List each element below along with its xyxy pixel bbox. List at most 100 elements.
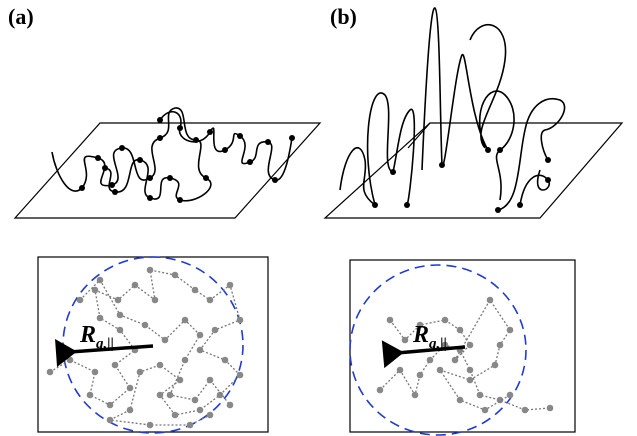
- bead: [157, 392, 164, 399]
- bead: [187, 422, 194, 429]
- anchor-dot: [545, 177, 551, 183]
- anchor-dot: [137, 157, 143, 163]
- bead: [192, 397, 199, 404]
- bead: [457, 327, 464, 334]
- bead: [227, 402, 234, 409]
- bead: [142, 322, 149, 329]
- anchor-dot: [222, 147, 228, 153]
- anchor-dot: [404, 202, 410, 208]
- bead: [412, 392, 419, 399]
- bead: [167, 392, 174, 399]
- anchor-dot: [272, 177, 278, 183]
- bead: [172, 412, 179, 419]
- anchor-dot: [545, 157, 551, 163]
- bead: [117, 312, 124, 319]
- radius-subscript: g,||: [428, 336, 447, 352]
- radius-subscript: g,||: [95, 336, 114, 352]
- bead: [97, 315, 104, 322]
- bead: [152, 297, 159, 304]
- anchor-dot: [109, 182, 115, 188]
- bead: [172, 272, 179, 279]
- plane-a: [15, 108, 320, 218]
- anchor-dot: [497, 147, 503, 153]
- anchor-dot: [439, 162, 445, 168]
- bead: [132, 282, 139, 289]
- anchor-dot: [147, 195, 153, 201]
- bead: [182, 317, 189, 324]
- bead: [497, 342, 504, 349]
- bead: [127, 407, 134, 414]
- figure: (a) (b) Rg,|| Rg,||: [0, 0, 637, 436]
- bead: [487, 297, 494, 304]
- radius-symbol: R: [79, 322, 96, 348]
- anchor-dot: [289, 135, 295, 141]
- bead: [92, 369, 99, 376]
- bead: [107, 417, 114, 424]
- bead: [137, 369, 144, 376]
- chain: [390, 300, 510, 410]
- anchor-dot: [237, 133, 243, 139]
- bead: [467, 377, 474, 384]
- bead: [427, 357, 434, 364]
- bead: [115, 297, 122, 304]
- bead: [452, 357, 459, 364]
- bead: [207, 412, 214, 419]
- radius-label: Rg,||: [412, 322, 447, 352]
- anchor-dot: [203, 175, 209, 181]
- anchor-dot: [119, 145, 125, 151]
- radius-label: Rg,||: [79, 322, 114, 352]
- bead: [212, 327, 219, 334]
- bead: [157, 362, 164, 369]
- bead: [162, 337, 169, 344]
- bead: [47, 369, 54, 376]
- chain: [380, 345, 550, 410]
- bead: [147, 422, 154, 429]
- anchor-dot: [265, 139, 271, 145]
- bead: [77, 297, 84, 304]
- bead: [387, 317, 394, 324]
- bead: [402, 337, 409, 344]
- bead: [67, 357, 74, 364]
- anchor-dot: [102, 165, 108, 171]
- bead: [197, 347, 204, 354]
- anchor-dot: [112, 189, 118, 195]
- bead: [197, 407, 204, 414]
- bead: [87, 392, 94, 399]
- panel-label: (a): [8, 4, 34, 29]
- anchor-dot: [147, 175, 153, 181]
- bead: [377, 387, 384, 394]
- anchor-dot: [167, 175, 173, 181]
- bead: [222, 357, 229, 364]
- bead: [442, 317, 449, 324]
- bead: [237, 372, 244, 379]
- bead: [492, 362, 499, 369]
- bead: [97, 277, 104, 284]
- anchor-dot: [517, 202, 523, 208]
- bead: [107, 402, 114, 409]
- bead: [127, 385, 134, 392]
- anchor-dot: [177, 125, 183, 131]
- anchor-dot: [207, 129, 213, 135]
- bead: [467, 342, 474, 349]
- anchor-dot: [247, 159, 253, 165]
- bead: [192, 287, 199, 294]
- plane-b: [325, 8, 622, 218]
- panel-label: (b): [330, 4, 357, 29]
- bead: [197, 332, 204, 339]
- bead: [207, 377, 214, 384]
- anchor-dot: [485, 147, 491, 153]
- bead: [207, 297, 214, 304]
- bead: [417, 372, 424, 379]
- bead: [477, 392, 484, 399]
- bead: [547, 405, 554, 412]
- anchor-dot: [193, 137, 199, 143]
- bead: [147, 267, 154, 274]
- anchor-dot: [495, 207, 501, 213]
- anchor-dot: [372, 202, 378, 208]
- radius-symbol: R: [412, 322, 429, 348]
- bead: [397, 367, 404, 374]
- bead: [507, 327, 514, 334]
- bead: [177, 377, 184, 384]
- bead: [522, 407, 529, 414]
- bead: [112, 362, 119, 369]
